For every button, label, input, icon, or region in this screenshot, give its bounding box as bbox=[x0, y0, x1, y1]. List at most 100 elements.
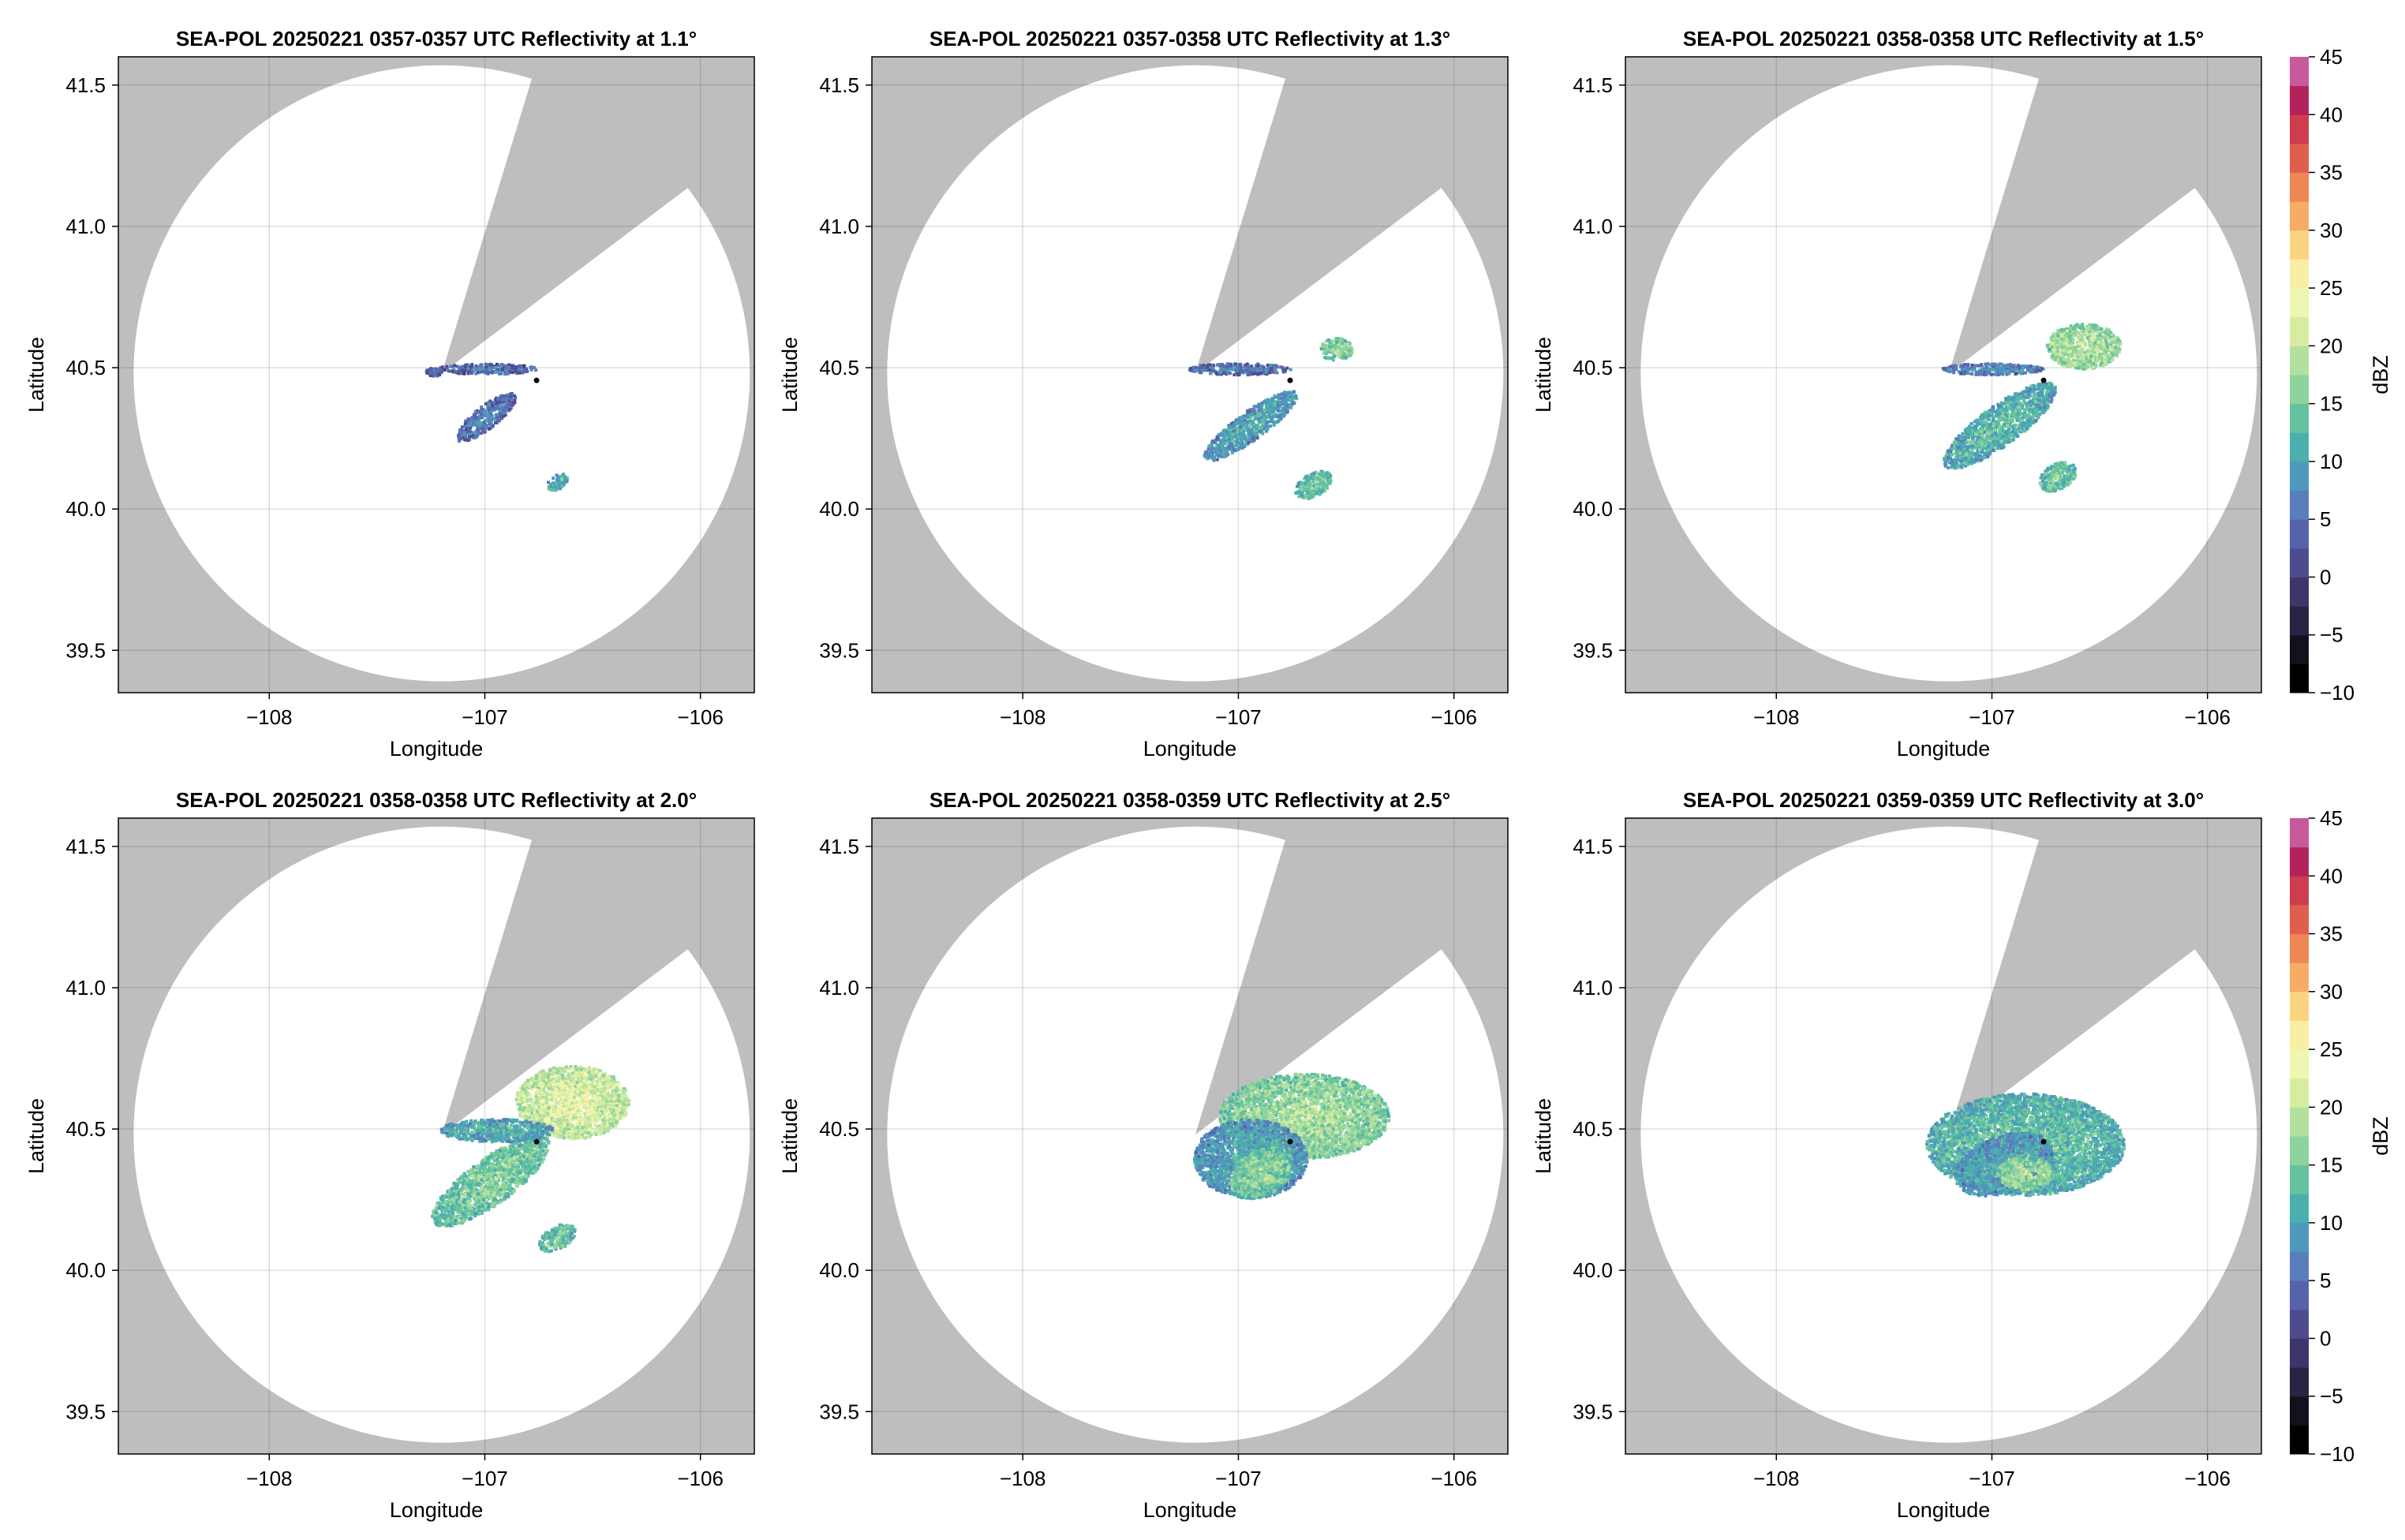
echo-cell bbox=[1232, 428, 1236, 432]
echo-cell bbox=[2081, 335, 2085, 339]
echo-cell bbox=[2051, 465, 2055, 469]
echo-cell bbox=[1983, 453, 1987, 457]
echo-cell bbox=[2055, 338, 2059, 342]
echo-cell bbox=[1970, 368, 1974, 372]
echo-cell bbox=[1235, 368, 1239, 372]
echo-cell bbox=[2073, 475, 2077, 479]
echo-cell bbox=[549, 484, 553, 488]
echo-cell bbox=[1965, 368, 1969, 372]
colorbar-swatch bbox=[2290, 143, 2309, 174]
echo-cell bbox=[507, 363, 511, 367]
echo-cell bbox=[2089, 329, 2093, 333]
echo-cell bbox=[1285, 366, 1289, 370]
echo-cell bbox=[1296, 481, 1300, 485]
radar-site-marker bbox=[1287, 377, 1293, 383]
echo-cell bbox=[2007, 395, 2010, 399]
echo-cell bbox=[1199, 364, 1202, 368]
echo-cell bbox=[463, 364, 467, 368]
echo-cell bbox=[1240, 419, 1244, 423]
echo-cell bbox=[2030, 420, 2034, 424]
echo-cell bbox=[2092, 355, 2096, 358]
echo-cell bbox=[555, 484, 559, 488]
echo-cell bbox=[1260, 402, 1264, 406]
echo-cell bbox=[1312, 475, 1316, 479]
echo-cell bbox=[507, 368, 511, 372]
echo-cell bbox=[1980, 365, 1984, 369]
echo-cell bbox=[1946, 449, 1950, 453]
echo-cell bbox=[1999, 401, 2003, 405]
echo-cell bbox=[1965, 370, 1969, 374]
colorbar-swatch bbox=[2290, 288, 2309, 318]
echo-cell bbox=[1979, 458, 1983, 462]
echo-cell bbox=[2050, 388, 2054, 391]
echo-cell bbox=[2074, 349, 2078, 353]
echo-cell bbox=[1334, 353, 1338, 357]
echo-cell bbox=[1240, 422, 1244, 426]
echo-cell bbox=[1336, 346, 1340, 349]
echo-cell bbox=[548, 488, 552, 492]
echo-cell bbox=[1954, 367, 1958, 371]
echo-cell bbox=[2092, 330, 2096, 334]
echo-cell bbox=[1244, 364, 1247, 367]
echo-cell bbox=[1987, 367, 1990, 371]
echo-cell bbox=[1333, 349, 1337, 353]
echo-cell bbox=[1966, 363, 1970, 367]
panel-1: −108 −107 −10639.540.040.541.041.5Longitud… bbox=[24, 27, 755, 761]
echo-cell bbox=[1271, 415, 1275, 419]
echo-cell bbox=[1983, 411, 1987, 415]
echo-cell bbox=[1274, 370, 1277, 374]
echo-cell bbox=[2070, 349, 2074, 353]
echo-cell bbox=[2014, 411, 2018, 415]
echo-cell bbox=[1278, 415, 1281, 419]
echo-cell bbox=[1209, 450, 1213, 454]
echo-cell bbox=[474, 421, 478, 424]
echo-cell bbox=[490, 407, 494, 411]
echo-cell bbox=[2091, 359, 2095, 363]
echo-cell bbox=[2105, 345, 2109, 349]
echo-cell bbox=[2044, 472, 2048, 476]
echo-cell bbox=[552, 481, 555, 485]
echo-cell bbox=[2021, 390, 2025, 394]
echo-cell bbox=[462, 372, 466, 376]
echo-cell bbox=[2046, 405, 2050, 409]
x-axis-label: Longitude bbox=[1143, 737, 1237, 761]
echo-cell bbox=[1271, 404, 1275, 408]
echo-cell bbox=[1277, 407, 1281, 411]
echo-cell bbox=[1348, 349, 1352, 353]
echo-cell bbox=[2027, 400, 2031, 404]
echo-cell bbox=[2071, 468, 2075, 472]
echo-cell bbox=[425, 368, 429, 372]
echo-cell bbox=[1341, 346, 1345, 349]
echo-cell bbox=[1198, 366, 1202, 370]
echo-cell bbox=[2037, 394, 2040, 398]
echo-cell bbox=[2066, 477, 2070, 481]
echo-cell bbox=[1232, 439, 1236, 443]
echo-cell bbox=[493, 398, 497, 402]
echo-cell bbox=[2055, 462, 2059, 465]
echo-cell bbox=[2081, 363, 2085, 367]
colorbar-tick-label: −5 bbox=[2320, 623, 2343, 647]
echo-cell bbox=[1260, 364, 1264, 368]
echo-cell bbox=[2049, 394, 2053, 398]
echo-cell bbox=[522, 364, 526, 368]
echo-cell bbox=[2062, 355, 2066, 359]
echo-cell bbox=[2004, 398, 2008, 402]
echo-cell bbox=[2074, 366, 2078, 369]
echo-cell bbox=[1255, 425, 1259, 429]
echo-cell bbox=[2018, 366, 2022, 370]
echo-cell bbox=[1995, 367, 1999, 370]
echo-cell bbox=[1209, 372, 1212, 376]
echo-cell bbox=[1319, 489, 1323, 493]
echo-cell bbox=[1231, 435, 1235, 439]
colorbar-tick-label: 10 bbox=[2320, 450, 2343, 473]
echo-cell bbox=[1947, 369, 1951, 373]
echo-cell bbox=[1955, 450, 1959, 454]
echo-cell bbox=[2048, 383, 2052, 387]
echo-cell bbox=[1992, 408, 1995, 412]
echo-cell bbox=[2115, 354, 2119, 358]
echo-cell bbox=[511, 371, 514, 375]
echo-cell bbox=[2110, 332, 2114, 336]
echo-cell bbox=[1255, 430, 1258, 434]
echo-cell bbox=[1983, 456, 1987, 460]
echo-cell bbox=[1235, 421, 1239, 425]
